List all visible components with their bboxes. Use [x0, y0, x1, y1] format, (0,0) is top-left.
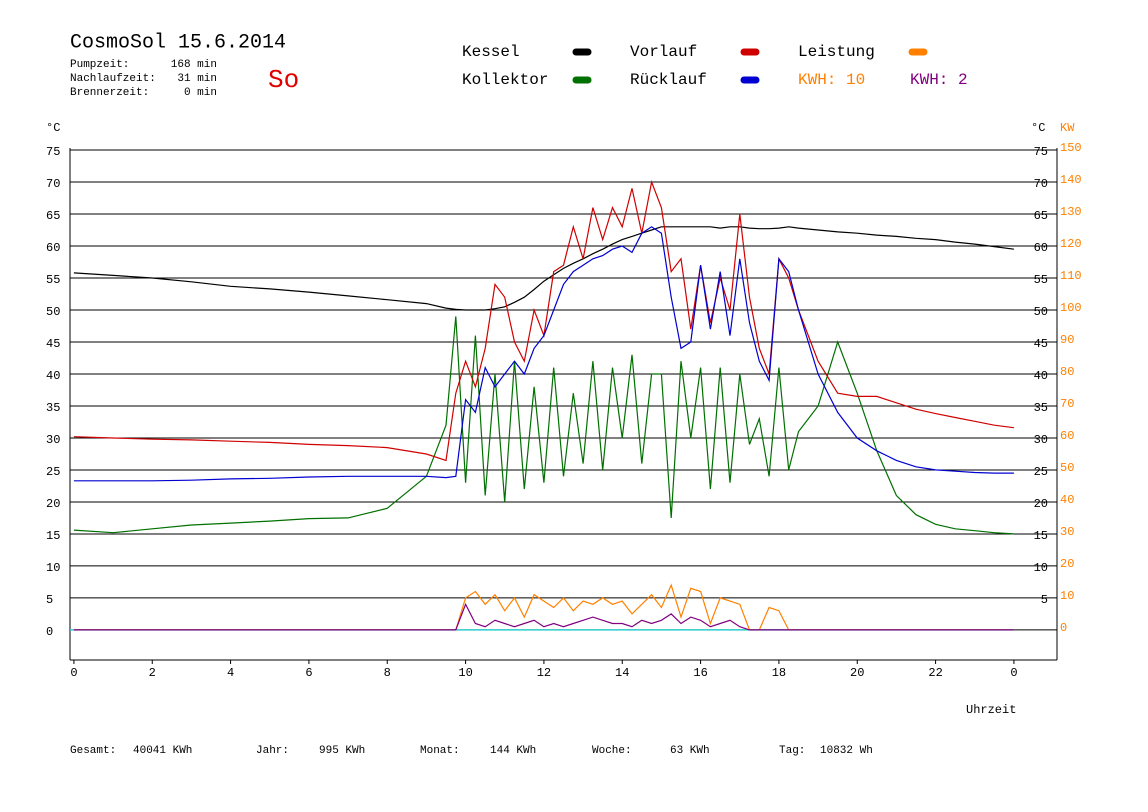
y2-tick-label: 130 — [1060, 205, 1082, 219]
y-tick-label: 10 — [46, 561, 60, 575]
legend-label: Kessel — [462, 43, 520, 61]
y2-tick-label: 0 — [1060, 621, 1067, 635]
legend-label: Kollektor — [462, 71, 548, 89]
y-tick-label: 45 — [46, 337, 60, 351]
y2-tick-label: 60 — [1060, 429, 1074, 443]
y2-tick-label: 70 — [1060, 397, 1074, 411]
y-tick-label: 65 — [46, 209, 60, 223]
y-tick-label-right: 55 — [1034, 273, 1048, 287]
y-tick-label-right: 45 — [1034, 337, 1048, 351]
y-tick-label-right: 30 — [1034, 433, 1048, 447]
series-line — [73, 226, 1014, 311]
y-tick-label: 15 — [46, 529, 60, 543]
y2-tick-label: 30 — [1060, 525, 1074, 539]
legend-label: Leistung — [798, 43, 875, 61]
info-value: 168 min — [171, 59, 217, 71]
y-tick-label: 35 — [46, 401, 60, 415]
y-tick-label-right: 20 — [1034, 497, 1048, 511]
y-tick-label: 25 — [46, 465, 60, 479]
legend-label: Rücklauf — [630, 71, 707, 89]
x-tick-label: 20 — [850, 666, 864, 680]
y-tick-label: 0 — [46, 625, 53, 639]
footer-label: Woche: — [592, 745, 632, 757]
y2-unit: KW — [1060, 121, 1075, 135]
weekday: So — [268, 65, 299, 95]
y-tick-label: 20 — [46, 497, 60, 511]
legend-label: KWH: 2 — [910, 71, 968, 89]
y-unit-right: °C — [1031, 121, 1045, 135]
footer-label: Gesamt: — [70, 745, 116, 757]
info-label: Pumpzeit: — [70, 59, 129, 71]
x-tick-label: 18 — [772, 666, 786, 680]
y-tick-label-right: 70 — [1034, 177, 1048, 191]
series-line — [73, 179, 1014, 462]
x-tick-label: 4 — [227, 666, 234, 680]
y-tick-label-right: 15 — [1034, 529, 1048, 543]
footer-value: 10832 Wh — [820, 745, 873, 757]
x-tick-label: 22 — [928, 666, 942, 680]
x-tick-label: 2 — [149, 666, 156, 680]
y-tick-label: 40 — [46, 369, 60, 383]
y2-tick-label: 80 — [1060, 365, 1074, 379]
x-tick-label: 10 — [458, 666, 472, 680]
x-tick-label: 12 — [537, 666, 551, 680]
y-tick-label-right: 40 — [1034, 369, 1048, 383]
y2-tick-label: 40 — [1060, 493, 1074, 507]
chart-title: CosmoSol 15.6.2014 — [70, 31, 286, 54]
footer-label: Tag: — [779, 745, 805, 757]
series-line — [73, 316, 1014, 535]
y2-tick-label: 120 — [1060, 237, 1082, 251]
y-tick-label: 5 — [46, 593, 53, 607]
y-tick-label-right: 10 — [1034, 561, 1048, 575]
footer-value: 995 KWh — [319, 745, 365, 757]
footer-value: 40041 KWh — [133, 745, 192, 757]
kwh-total: KWH: 10 — [798, 71, 865, 89]
info-label: Brennerzeit: — [70, 87, 149, 99]
info-value: 31 min — [177, 73, 217, 85]
y-tick-label-right: 65 — [1034, 209, 1048, 223]
x-tick-label: 6 — [305, 666, 312, 680]
footer-value: 63 KWh — [670, 745, 710, 757]
series-line — [73, 583, 1014, 631]
y-tick-label-right: 35 — [1034, 401, 1048, 415]
footer-label: Jahr: — [256, 745, 289, 757]
y2-tick-label: 140 — [1060, 173, 1082, 187]
y-tick-label: 60 — [46, 241, 60, 255]
y2-tick-label: 20 — [1060, 557, 1074, 571]
y-tick-label: 30 — [46, 433, 60, 447]
y-tick-label-right: 25 — [1034, 465, 1048, 479]
x-axis-label: Uhrzeit — [966, 703, 1016, 717]
y-unit: °C — [46, 121, 60, 135]
x-tick-label: 14 — [615, 666, 629, 680]
y2-tick-label: 90 — [1060, 333, 1074, 347]
y-tick-label-right: 50 — [1034, 305, 1048, 319]
y2-tick-label: 10 — [1060, 589, 1074, 603]
y2-tick-label: 110 — [1060, 269, 1082, 283]
y-tick-label: 75 — [46, 145, 60, 159]
footer-value: 144 KWh — [490, 745, 536, 757]
info-label: Nachlaufzeit: — [70, 73, 156, 85]
x-tick-label: 16 — [693, 666, 707, 680]
y-tick-label: 50 — [46, 305, 60, 319]
legend-label: Vorlauf — [630, 43, 697, 61]
footer-label: Monat: — [420, 745, 460, 757]
info-value: 0 min — [184, 87, 217, 99]
x-tick-label: 8 — [384, 666, 391, 680]
y2-tick-label: 150 — [1060, 141, 1082, 155]
x-tick-label: 0 — [1010, 666, 1017, 680]
y2-tick-label: 100 — [1060, 301, 1082, 315]
series-line — [73, 226, 1014, 482]
y-tick-label-right: 5 — [1041, 593, 1048, 607]
y-tick-label-right: 60 — [1034, 241, 1048, 255]
series-line — [73, 602, 1014, 631]
y-tick-label: 55 — [46, 273, 60, 287]
y-tick-label-right: 75 — [1034, 145, 1048, 159]
x-tick-label: 0 — [70, 666, 77, 680]
y2-tick-label: 50 — [1060, 461, 1074, 475]
y-tick-label: 70 — [46, 177, 60, 191]
